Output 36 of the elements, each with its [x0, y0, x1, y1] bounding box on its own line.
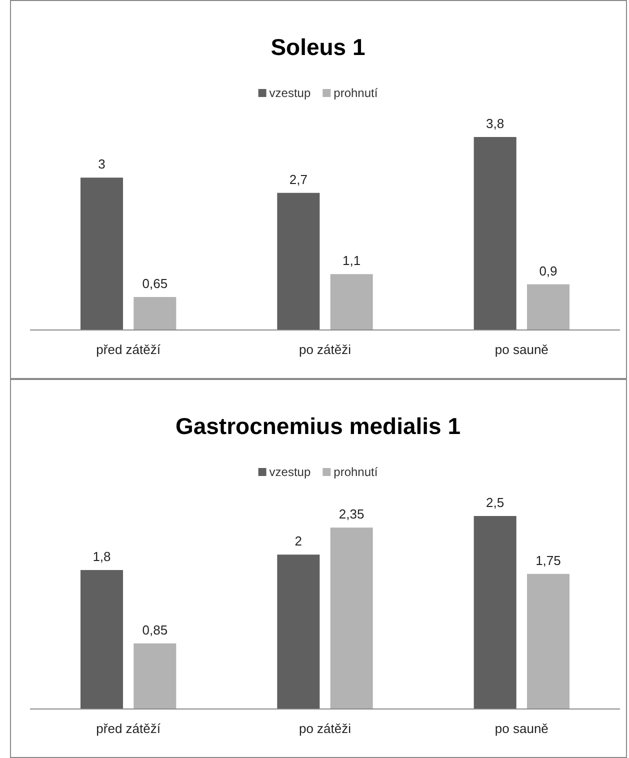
bar — [80, 178, 124, 330]
data-label: 2,5 — [486, 495, 504, 510]
data-label: 2,35 — [338, 506, 364, 522]
data-label: 1,1 — [342, 253, 361, 268]
bar — [80, 570, 124, 709]
x-tick-label: po sauně — [494, 721, 548, 736]
data-label: 3 — [98, 156, 106, 172]
bar — [277, 192, 320, 330]
legend-label: prohnutí — [334, 465, 378, 479]
legend-label: vzestup — [269, 86, 311, 100]
x-tick-label: po zátěži — [298, 342, 352, 357]
x-tick-label: po zátěži — [298, 721, 352, 736]
data-label: 2,7 — [289, 172, 308, 187]
data-label: 1,75 — [536, 552, 561, 568]
data-label: 1,8 — [92, 549, 111, 564]
x-tick-label: po sauně — [494, 342, 548, 357]
legend-label: vzestup — [269, 465, 311, 479]
bar — [526, 574, 570, 709]
bar — [330, 528, 373, 709]
data-label: 0,85 — [142, 622, 168, 638]
chart-title: Soleus 1 — [270, 34, 366, 60]
legend-label: prohnutí — [334, 86, 378, 100]
data-label: 0,65 — [142, 276, 168, 291]
chart-title: Gastrocnemius medialis 1 — [175, 413, 461, 439]
bar — [330, 274, 373, 330]
bar — [474, 516, 516, 709]
bar — [277, 554, 320, 709]
bar — [474, 137, 516, 330]
bar — [526, 284, 570, 330]
x-tick-label: před zátěží — [96, 342, 161, 357]
bar — [134, 296, 176, 330]
data-label: 0,9 — [539, 263, 558, 278]
data-label: 3,8 — [486, 116, 504, 131]
bar — [134, 643, 176, 709]
x-tick-label: před zátěží — [96, 721, 161, 736]
data-label: 2 — [294, 534, 302, 549]
